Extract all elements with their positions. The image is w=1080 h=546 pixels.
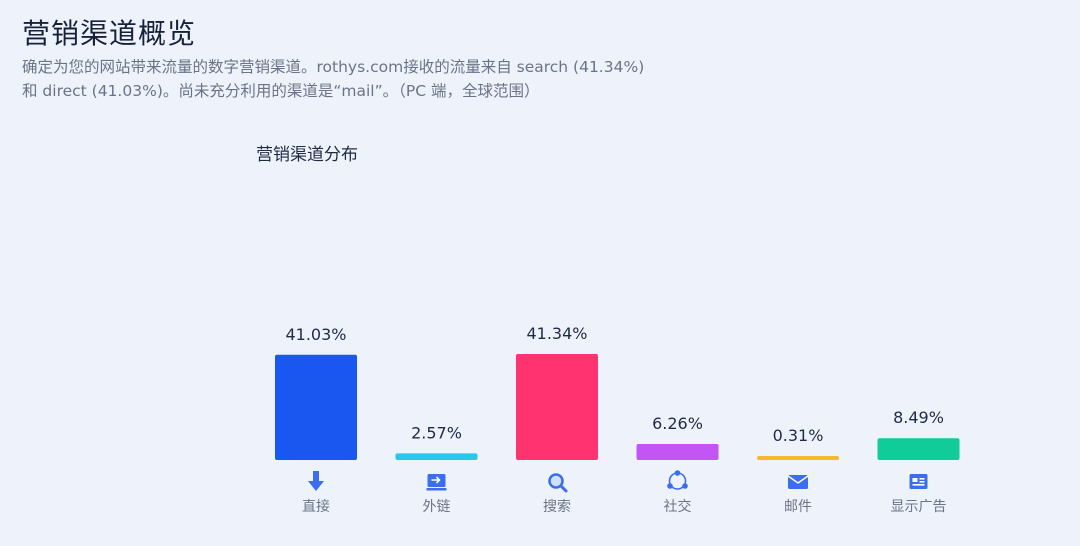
bar-value-label: 2.57% xyxy=(411,423,462,442)
category-label: 邮件 xyxy=(784,499,812,515)
social-icon xyxy=(667,470,688,490)
display-ad-icon xyxy=(909,474,928,489)
category-label: 社交 xyxy=(664,498,692,515)
referral-icon xyxy=(426,474,447,491)
bar-4[interactable] xyxy=(636,443,719,460)
bar-3[interactable] xyxy=(516,354,598,460)
bar-value-label: 0.31% xyxy=(773,426,824,445)
bar-value-label: 41.34% xyxy=(526,324,587,343)
search-icon xyxy=(548,473,568,493)
bar-value-label: 41.03% xyxy=(285,325,346,344)
page-description: 确定为您的网站带来流量的数字营销渠道。rothys.com接收的流量来自 sea… xyxy=(22,58,645,100)
category-label: 搜索 xyxy=(543,498,571,515)
chart-title: 营销渠道分布 xyxy=(256,145,358,165)
mail-icon xyxy=(787,475,809,489)
arrow-down-icon xyxy=(308,471,324,491)
page-title: 营销渠道概览 xyxy=(22,17,197,50)
bar-value-label: 6.26% xyxy=(652,414,703,433)
bar-1[interactable] xyxy=(275,354,357,460)
bar-value-label: 8.49% xyxy=(893,408,944,427)
bar-5[interactable] xyxy=(757,456,839,460)
category-label: 直接 xyxy=(302,498,330,515)
category-label: 显示广告 xyxy=(891,499,947,515)
bar-6[interactable] xyxy=(877,438,960,460)
category-label: 外链 xyxy=(423,499,451,515)
bar-2[interactable] xyxy=(395,453,478,460)
